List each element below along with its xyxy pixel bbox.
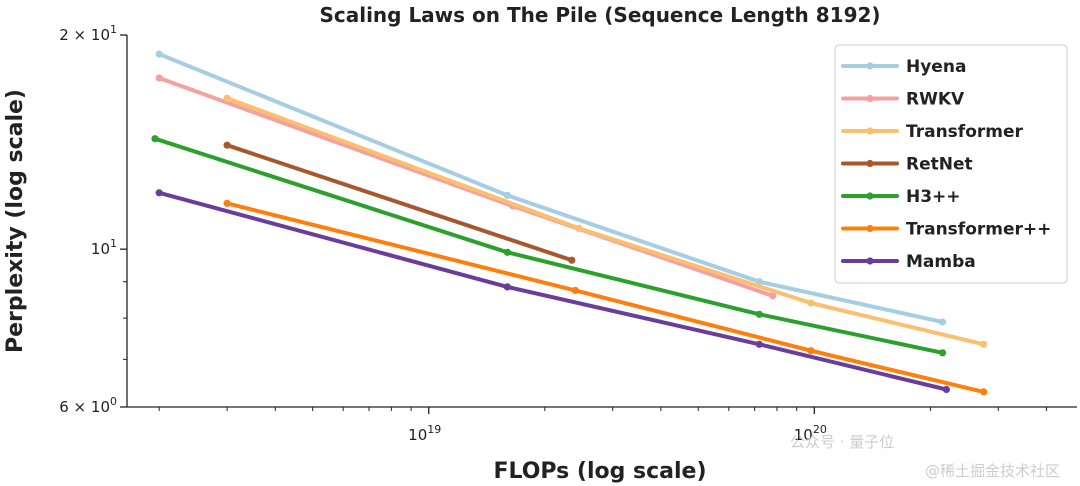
chart-title: Scaling Laws on The Pile (Sequence Lengt… — [319, 3, 880, 27]
legend-marker — [866, 192, 874, 200]
legend-item-rwkv: RWKV — [841, 90, 965, 110]
data-point-transformer — [980, 340, 988, 348]
series-retnet — [223, 141, 576, 264]
data-point-hyena — [503, 191, 511, 199]
series-line-transformer — [225, 96, 986, 347]
data-point-transformer — [807, 299, 815, 307]
legend-item-hyena: Hyena — [841, 57, 966, 77]
data-point-h3pp — [151, 135, 159, 143]
series-hyena — [155, 50, 947, 326]
data-point-h3pp — [755, 310, 763, 318]
legend-marker — [866, 127, 874, 135]
watermark-wechat: 公众号 · 量子位 — [790, 433, 894, 451]
data-point-transformer — [575, 224, 583, 232]
x-tick-labels: 1019 1020 — [408, 407, 827, 444]
data-point-h3pp — [503, 248, 511, 256]
series-line-h3pp — [153, 136, 945, 355]
legend-marker — [866, 62, 874, 70]
y-axis-label: Perplexity (log scale) — [3, 89, 28, 353]
data-point-hyena — [755, 278, 763, 286]
data-point-hyena — [938, 318, 947, 326]
data-point-h3pp — [938, 349, 947, 357]
data-point-rwkv — [769, 292, 777, 300]
data-point-retnet — [223, 141, 231, 149]
series-h3pp — [151, 135, 947, 357]
legend-marker — [866, 257, 874, 265]
legend-label: Hyena — [906, 57, 966, 77]
legend-item-transformerpp: Transformer++ — [841, 220, 1051, 240]
legend-marker — [866, 94, 874, 103]
legend-marker — [866, 159, 874, 168]
legend-label: Transformer — [906, 122, 1024, 142]
legend-item-retnet: RetNet — [841, 155, 973, 175]
legend-item-transformer: Transformer — [841, 122, 1024, 142]
y-tick-labels: 6 × 100 101 2 × 101 — [59, 23, 127, 416]
data-point-rwkv — [155, 74, 163, 82]
legend-marker — [866, 224, 874, 233]
legend-item-h3pp: H3++ — [841, 187, 961, 207]
series-line-hyena — [157, 52, 945, 324]
x-axis-label: FLOPs (log scale) — [493, 459, 706, 484]
watermark: 公众号 · 量子位 @稀土掘金技术社区 — [790, 433, 1060, 480]
series-transformer — [223, 94, 988, 348]
data-point-transformerpp — [807, 347, 815, 355]
data-point-mamba — [155, 189, 163, 197]
data-point-transformerpp — [980, 388, 988, 396]
y-tick-label: 101 — [91, 237, 117, 258]
axes — [126, 35, 1077, 408]
x-tick-label: 1019 — [408, 423, 441, 444]
data-point-transformerpp — [223, 199, 231, 207]
data-point-mamba — [503, 283, 511, 291]
y-tick-label: 6 × 100 — [59, 395, 117, 416]
legend-label: Transformer++ — [906, 220, 1051, 240]
watermark-site: @稀土掘金技术社区 — [925, 462, 1060, 480]
data-point-hyena — [155, 50, 163, 58]
legend-item-mamba: Mamba — [841, 252, 976, 272]
series-layer — [151, 50, 988, 396]
series-line-transformerpp — [225, 201, 986, 394]
series-line-mamba — [157, 190, 949, 392]
legend-box — [834, 44, 1068, 284]
series-transformerpp — [223, 199, 988, 396]
series-line-retnet — [225, 143, 574, 263]
legend-label: H3++ — [906, 187, 961, 207]
legend-label: Mamba — [906, 252, 976, 272]
minor-ticks — [123, 281, 1047, 411]
legend-label: RetNet — [906, 155, 973, 175]
legend-label: RWKV — [906, 90, 965, 110]
data-point-retnet — [568, 256, 576, 264]
legend: Hyena RWKV Transformer RetNet H3++ Transforme… — [834, 44, 1068, 284]
data-point-mamba — [942, 385, 951, 394]
series-rwkv — [155, 74, 777, 300]
y-tick-label: 2 × 101 — [59, 23, 117, 44]
series-mamba — [155, 189, 951, 394]
data-point-transformerpp — [571, 286, 579, 294]
data-point-mamba — [755, 340, 763, 348]
data-point-transformer — [223, 94, 231, 102]
